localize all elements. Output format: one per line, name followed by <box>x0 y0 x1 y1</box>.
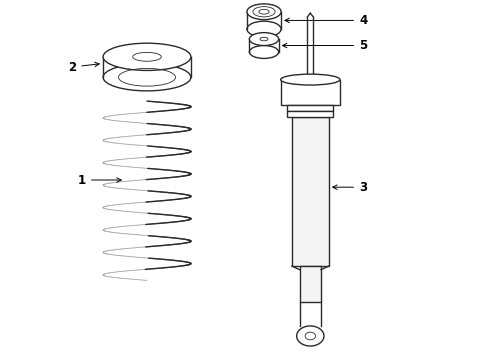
Ellipse shape <box>260 37 267 41</box>
Ellipse shape <box>103 64 190 91</box>
Ellipse shape <box>246 4 281 20</box>
Ellipse shape <box>132 53 161 61</box>
Ellipse shape <box>246 21 281 37</box>
Text: 2: 2 <box>68 60 99 73</box>
Text: 4: 4 <box>285 14 366 27</box>
Ellipse shape <box>280 74 339 85</box>
Bar <box>286 105 333 111</box>
Ellipse shape <box>249 45 278 58</box>
Ellipse shape <box>258 9 268 14</box>
Text: 1: 1 <box>78 174 121 186</box>
Bar <box>299 266 321 302</box>
Circle shape <box>296 326 324 346</box>
Ellipse shape <box>103 43 190 71</box>
Text: 3: 3 <box>332 181 366 194</box>
Bar <box>286 111 333 117</box>
Ellipse shape <box>249 33 278 45</box>
Bar <box>291 117 328 266</box>
Bar <box>280 80 339 105</box>
Circle shape <box>305 332 315 340</box>
Text: 5: 5 <box>282 39 366 52</box>
